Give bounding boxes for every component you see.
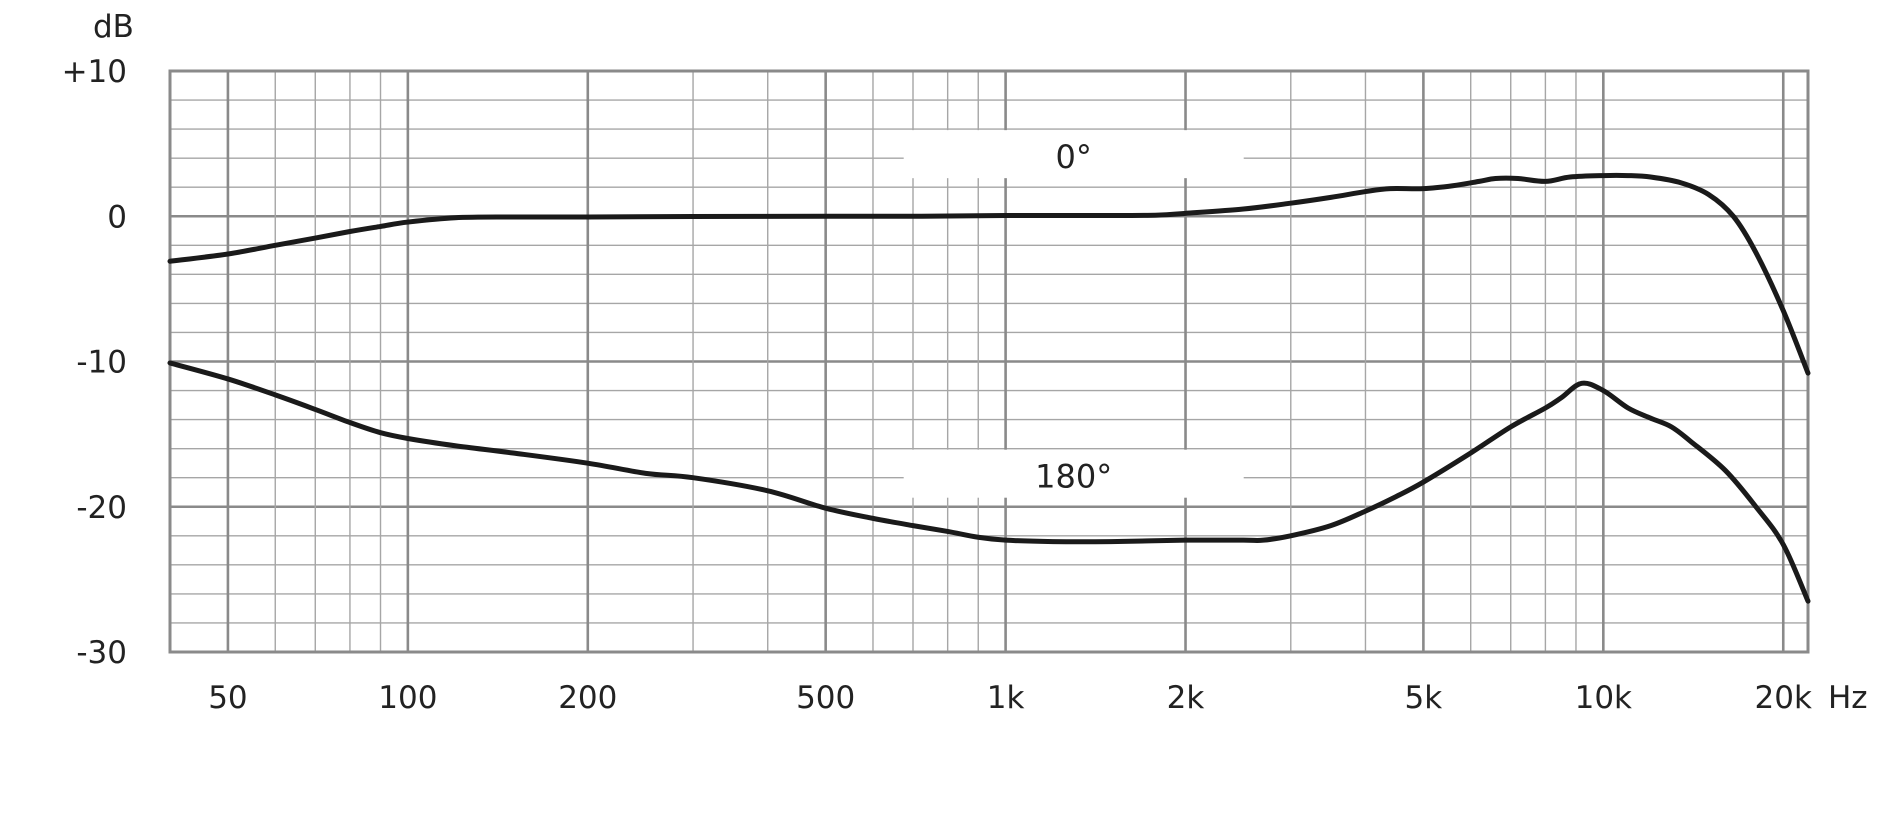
x-tick-label: 200 <box>558 680 617 716</box>
y-tick-label: -30 <box>76 635 127 671</box>
y-unit-label: dB <box>93 9 134 45</box>
curve-label: 180° <box>1035 458 1112 496</box>
curve-label-background <box>903 130 1244 179</box>
curve-label: 0° <box>1056 138 1092 176</box>
x-tick-label: 2k <box>1167 680 1205 716</box>
x-tick-label: 100 <box>378 680 437 716</box>
curve-label-background <box>903 449 1244 498</box>
series-line-0-degrees <box>167 172 1811 376</box>
x-tick-label: 5k <box>1405 680 1443 716</box>
y-tick-label: -20 <box>76 490 127 526</box>
chart-curves <box>167 172 1811 604</box>
x-unit-label: Hz <box>1828 680 1868 716</box>
chart-labels: +10 0 -10 -20 -30 50 100 200 500 1k 2k 5k 10k 20k dB Hz… <box>62 9 1868 716</box>
y-tick-label: +10 <box>62 54 127 90</box>
x-tick-label: 50 <box>208 680 247 716</box>
x-tick-label: 10k <box>1575 680 1632 716</box>
series-line-180-degrees <box>167 360 1811 604</box>
x-tick-label: 1k <box>987 680 1025 716</box>
y-tick-label: 0 <box>107 199 127 235</box>
chart-grid <box>169 69 1808 654</box>
y-tick-label: -10 <box>76 345 127 381</box>
x-tick-label: 500 <box>796 680 855 716</box>
x-tick-label: 20k <box>1755 680 1812 716</box>
